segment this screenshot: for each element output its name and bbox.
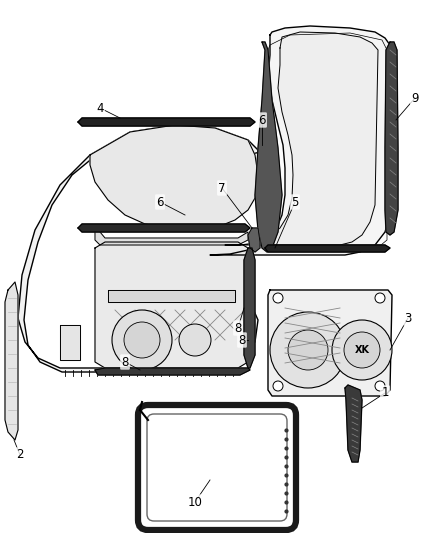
Text: 6: 6 <box>156 196 164 208</box>
Circle shape <box>270 312 346 388</box>
Polygon shape <box>108 290 235 302</box>
Text: 6: 6 <box>258 114 266 126</box>
Circle shape <box>344 332 380 368</box>
Text: 8: 8 <box>238 334 246 346</box>
Polygon shape <box>5 282 18 440</box>
Polygon shape <box>95 228 248 245</box>
Text: 10: 10 <box>187 496 202 508</box>
Text: 1: 1 <box>381 386 389 400</box>
Circle shape <box>273 381 283 391</box>
Polygon shape <box>60 325 80 360</box>
Polygon shape <box>78 118 255 126</box>
Polygon shape <box>244 248 255 368</box>
Polygon shape <box>90 125 258 228</box>
Polygon shape <box>248 228 260 252</box>
Polygon shape <box>18 125 260 372</box>
Text: XK: XK <box>354 345 370 355</box>
Polygon shape <box>255 42 282 252</box>
Polygon shape <box>78 224 250 232</box>
Polygon shape <box>210 26 390 255</box>
Circle shape <box>124 322 160 358</box>
FancyBboxPatch shape <box>147 414 287 521</box>
Circle shape <box>112 310 172 370</box>
Text: 9: 9 <box>411 92 419 104</box>
Circle shape <box>179 324 211 356</box>
Text: 8: 8 <box>121 356 129 368</box>
Polygon shape <box>268 33 387 245</box>
Polygon shape <box>345 385 362 462</box>
Polygon shape <box>225 32 378 245</box>
Polygon shape <box>95 368 250 375</box>
Text: 8: 8 <box>234 321 242 335</box>
Circle shape <box>288 330 328 370</box>
Text: 4: 4 <box>96 101 104 115</box>
Polygon shape <box>268 290 392 396</box>
Text: 7: 7 <box>218 182 226 195</box>
Text: 3: 3 <box>404 311 412 325</box>
FancyBboxPatch shape <box>138 405 296 530</box>
Text: 5: 5 <box>291 196 299 208</box>
Polygon shape <box>95 242 248 368</box>
Circle shape <box>332 320 392 380</box>
Text: 2: 2 <box>16 448 24 462</box>
Circle shape <box>375 381 385 391</box>
Circle shape <box>375 293 385 303</box>
Polygon shape <box>265 245 390 252</box>
Polygon shape <box>385 42 398 235</box>
Circle shape <box>273 293 283 303</box>
